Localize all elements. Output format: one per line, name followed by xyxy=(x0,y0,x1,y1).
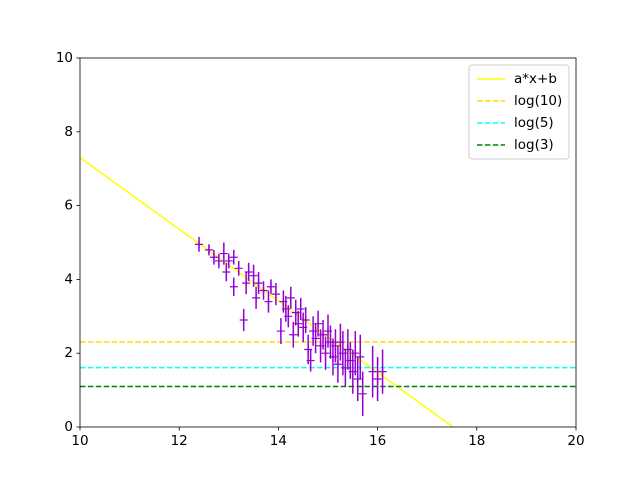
point-marker xyxy=(204,245,213,254)
point-marker xyxy=(214,256,223,265)
point-marker xyxy=(249,271,258,280)
point-marker xyxy=(368,367,377,376)
point-marker xyxy=(311,334,320,343)
point-marker xyxy=(356,352,365,361)
x-tick-label: 20 xyxy=(567,433,584,449)
point-marker xyxy=(319,330,328,339)
axes-frame xyxy=(79,57,577,428)
y-tick-label: 8 xyxy=(64,124,73,140)
point-marker xyxy=(234,264,243,273)
legend-label: log(5) xyxy=(514,115,554,131)
point-marker xyxy=(271,290,280,299)
legend-box xyxy=(468,64,570,160)
point-marker xyxy=(259,286,268,295)
point-marker xyxy=(294,319,303,328)
point-marker xyxy=(239,315,248,324)
legend-label: log(3) xyxy=(514,137,554,153)
point-marker xyxy=(195,240,204,249)
point-marker xyxy=(373,375,382,384)
point-marker xyxy=(222,268,231,277)
x-tick-label: 16 xyxy=(369,433,386,449)
x-tick-label: 14 xyxy=(270,433,287,449)
point-marker xyxy=(252,293,261,302)
point-marker xyxy=(209,253,218,262)
x-tick-label: 10 xyxy=(71,433,88,449)
point-marker xyxy=(242,279,251,288)
point-marker xyxy=(296,304,305,313)
point-marker xyxy=(254,279,263,288)
point-marker xyxy=(314,319,323,328)
overlay: 10 12 14 16 18 20 0 2 4 6 8 10 a*x+b log(10) log(5) log… xyxy=(56,50,585,449)
point-marker xyxy=(219,249,228,258)
point-marker xyxy=(229,282,238,291)
point-marker xyxy=(244,268,253,277)
legend-label: log(10) xyxy=(514,93,562,109)
point-marker xyxy=(266,282,275,291)
y-tick-label: 10 xyxy=(56,50,73,66)
point-marker xyxy=(286,293,295,302)
point-marker xyxy=(289,330,298,339)
x-tick-label: 18 xyxy=(468,433,485,449)
point-marker xyxy=(284,312,293,321)
point-marker xyxy=(301,315,310,324)
plot-area xyxy=(80,157,576,427)
point-marker xyxy=(276,327,285,336)
legend-label: a*x+b xyxy=(514,71,557,87)
point-marker xyxy=(306,356,315,365)
point-marker xyxy=(351,349,360,358)
x-tick-label: 12 xyxy=(171,433,188,449)
y-tick-label: 0 xyxy=(64,419,73,435)
point-marker xyxy=(358,389,367,398)
point-marker xyxy=(224,256,233,265)
y-tick-label: 2 xyxy=(64,345,73,361)
y-tick-label: 6 xyxy=(64,198,73,214)
point-marker xyxy=(378,367,387,376)
point-marker xyxy=(321,349,330,358)
point-marker xyxy=(333,360,342,369)
y-tick-label: 4 xyxy=(64,271,73,287)
point-marker xyxy=(264,297,273,306)
series-line xyxy=(80,157,454,427)
point-marker xyxy=(229,253,238,262)
